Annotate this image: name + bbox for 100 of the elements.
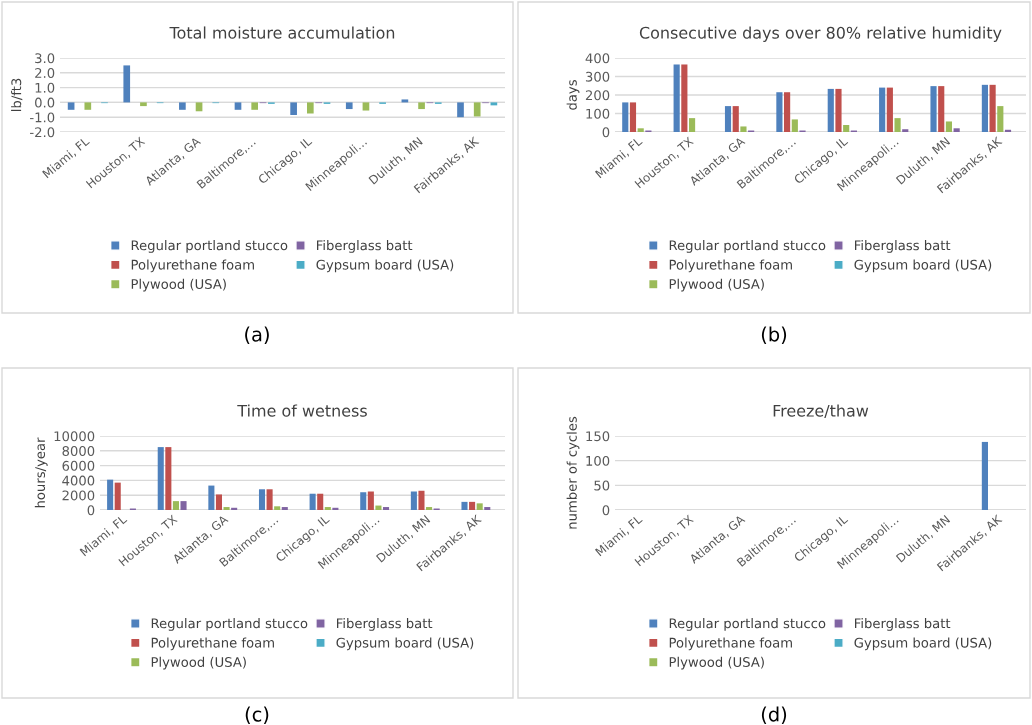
bar	[306, 102, 314, 114]
y-tick-label: 2000	[62, 490, 95, 501]
bar	[123, 65, 131, 103]
legend-label: Polyurethane foam	[151, 637, 274, 651]
bar	[791, 119, 798, 132]
bar	[827, 88, 834, 132]
text: (a)	[245, 326, 269, 344]
y-tick-label: 150	[586, 431, 610, 442]
bar	[637, 128, 644, 132]
bar	[367, 491, 374, 510]
legend-label: Regular portland stucco	[669, 618, 826, 631]
bar	[843, 124, 850, 132]
bar	[251, 102, 259, 110]
bar	[469, 501, 476, 510]
legend-label: Regular portland stucco	[669, 240, 826, 253]
bar	[165, 447, 172, 510]
legend-label: Plywood (USA)	[151, 656, 246, 670]
bar	[997, 106, 1004, 132]
y-tick-label: 300	[585, 71, 610, 82]
y-tick-label: 0	[87, 505, 95, 516]
bar	[179, 102, 186, 110]
bar	[418, 102, 425, 110]
text: (d)	[761, 706, 787, 724]
legend-label: Polyurethane foam	[669, 637, 792, 651]
bar	[938, 86, 945, 132]
bar	[490, 102, 498, 106]
y-tick-label: 100	[586, 455, 610, 466]
bar	[981, 84, 988, 132]
bar	[266, 489, 273, 510]
y-tick-label: 100	[586, 108, 610, 119]
bar	[234, 102, 242, 110]
bar	[886, 87, 893, 132]
bar	[418, 490, 425, 510]
legend-label: Fiberglass batt	[855, 618, 951, 631]
bar	[784, 92, 791, 132]
bar	[324, 507, 331, 510]
legend-label: Gypsum board (USA)	[854, 259, 992, 273]
y-tick-label: 1.0	[35, 82, 55, 93]
bar	[461, 501, 468, 510]
y-tick-label: 2.0	[35, 68, 55, 78]
y-axis-title: hours/year	[34, 437, 48, 508]
legend-label: Polyurethane foam	[131, 259, 254, 273]
bar	[84, 102, 92, 110]
bar	[953, 128, 960, 132]
bar	[360, 492, 367, 510]
bar	[484, 507, 491, 510]
y-axis-title: days	[566, 80, 580, 110]
bar	[724, 106, 732, 132]
y-tick-label: 50	[594, 480, 610, 491]
legend-label: Fiberglass batt	[855, 240, 951, 253]
legend-label: Gypsum board (USA)	[316, 259, 454, 273]
bar	[223, 507, 230, 510]
bar	[732, 106, 739, 132]
y-tick-label: 0	[602, 127, 610, 138]
bar	[894, 118, 901, 132]
chart-title: Consecutive days over 80% relative humidity	[639, 26, 1002, 42]
bar	[274, 506, 281, 510]
legend-label: Plywood (USA)	[669, 278, 764, 292]
bar	[945, 121, 953, 132]
bar	[140, 102, 147, 107]
y-tick-label: 3.0	[35, 53, 55, 64]
bar	[180, 501, 187, 510]
y-tick-label: -2.0	[30, 127, 55, 138]
legend-label: Regular portland stucco	[131, 240, 288, 253]
bar	[215, 494, 223, 510]
legend-label: Fiberglass batt	[337, 618, 433, 631]
y-tick-label: 0.0	[35, 97, 55, 108]
y-tick-label: 400	[585, 53, 610, 64]
bar	[476, 503, 483, 510]
bar	[740, 126, 747, 132]
bar	[208, 485, 215, 510]
bar	[309, 493, 316, 510]
bar	[629, 102, 637, 132]
bar	[410, 491, 417, 510]
legend-label: Fiberglass batt	[317, 240, 413, 253]
bar	[332, 507, 339, 510]
y-tick-label: 0	[602, 505, 610, 516]
chart-title: Freeze/thaw	[773, 404, 869, 419]
legend-label: Gypsum board (USA)	[854, 637, 992, 651]
bar	[107, 479, 114, 510]
legend-label: Gypsum board (USA)	[336, 637, 474, 651]
bar	[930, 86, 937, 132]
text: (b)	[761, 326, 787, 344]
bar	[157, 447, 164, 510]
bar	[673, 64, 680, 132]
y-axis-title: number of cycles	[566, 416, 580, 529]
chart-title: Total moisture accumulation	[169, 26, 395, 39]
bar	[401, 99, 409, 103]
legend-label: Plywood (USA)	[669, 656, 764, 670]
bar	[231, 507, 238, 510]
legend-label: Plywood (USA)	[131, 278, 226, 292]
bar	[345, 102, 353, 110]
chart-title: Time of wetness	[237, 404, 367, 417]
bar	[172, 501, 179, 510]
bar	[902, 129, 909, 132]
bar	[989, 84, 996, 132]
bar	[281, 507, 288, 510]
bar	[362, 102, 370, 111]
text: (c)	[245, 706, 269, 724]
bar	[426, 507, 433, 510]
